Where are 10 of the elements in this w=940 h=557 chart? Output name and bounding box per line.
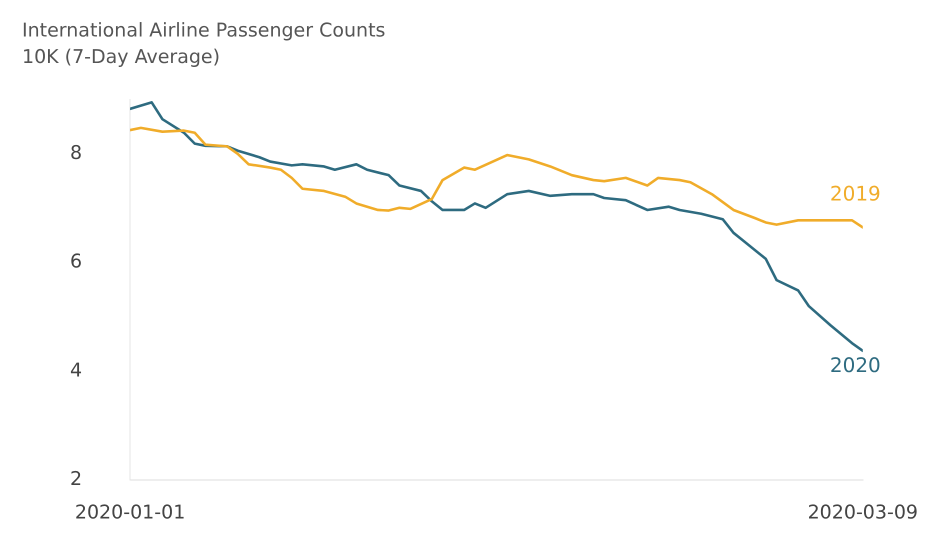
y-tick-label: 6 — [70, 250, 82, 273]
chart-subtitle: 10K (7-Day Average) — [22, 46, 220, 68]
series-label: 2019 — [830, 182, 881, 206]
series-label: 2020 — [830, 353, 881, 377]
y-tick-label: 4 — [70, 359, 82, 382]
x-tick-label: 2020-01-01 — [74, 502, 186, 524]
y-tick-label: 2 — [70, 468, 82, 490]
x-tick-label: 2020-03-09 — [808, 502, 918, 524]
y-tick-label: 8 — [70, 142, 82, 164]
chart-title: International Airline Passenger Counts — [22, 19, 386, 42]
